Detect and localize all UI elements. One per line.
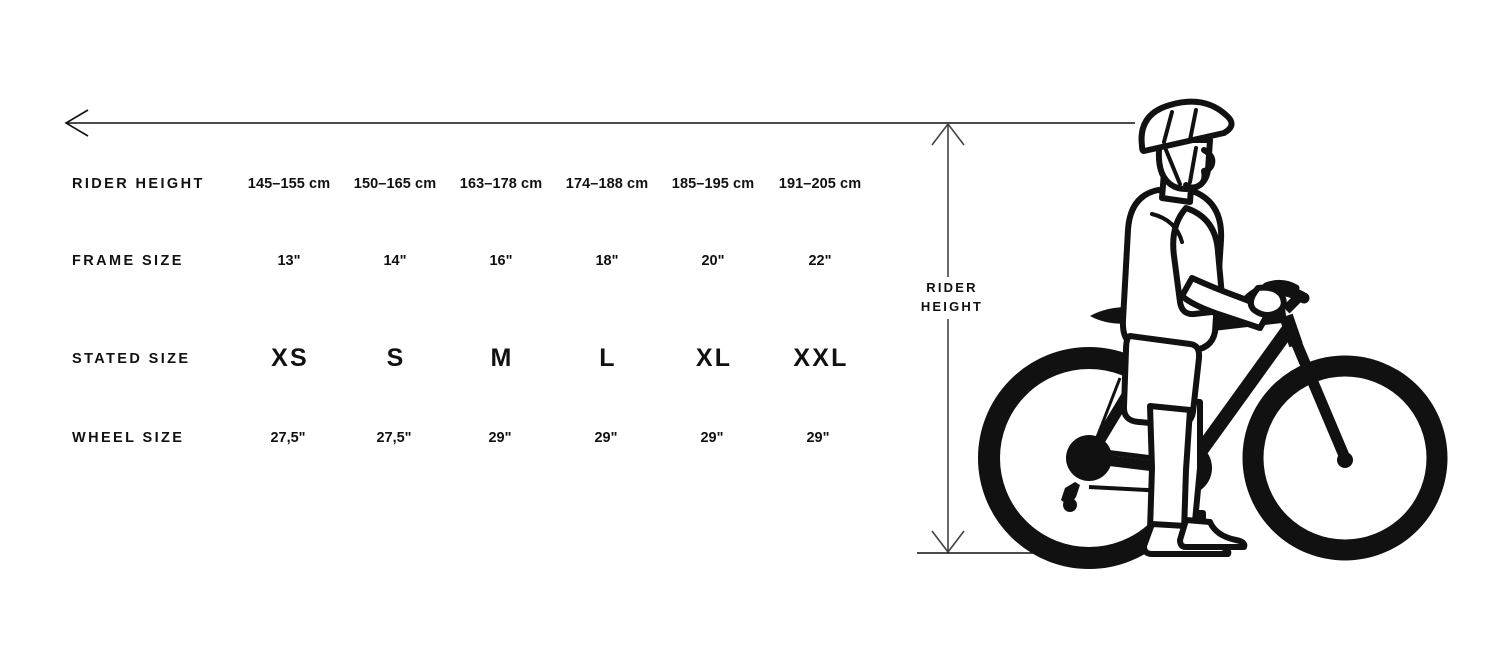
cell-rider-height-m: 163–178 cm bbox=[459, 176, 543, 192]
rider-forearm bbox=[1179, 275, 1273, 331]
rider-near-leg bbox=[1147, 403, 1193, 535]
cell-wheel-size-xxl: 29" bbox=[806, 430, 830, 446]
rear-spoke bbox=[1087, 377, 1122, 459]
rider bbox=[1119, 98, 1287, 557]
row-label-frame-size: FRAME SIZE bbox=[72, 253, 184, 269]
rider-height-dimension-label-line2: HEIGHT bbox=[920, 298, 984, 314]
cell-stated-size-xxl: XXL bbox=[793, 344, 849, 372]
cell-rider-height-s: 150–165 cm bbox=[353, 176, 437, 192]
size-table: RIDER HEIGHT FRAME SIZE STATED SIZE WHEE… bbox=[0, 0, 900, 500]
row-label-rider-height: RIDER HEIGHT bbox=[72, 176, 205, 192]
cell-frame-size-xxl: 22" bbox=[808, 253, 832, 269]
row-label-stated-size: STATED SIZE bbox=[72, 351, 191, 367]
cell-wheel-size-xl: 29" bbox=[700, 430, 724, 446]
helmet-strap bbox=[1164, 146, 1198, 186]
rider-hand bbox=[1247, 284, 1287, 318]
cell-stated-size-m: M bbox=[490, 344, 514, 372]
rider-shoe-far bbox=[1177, 517, 1248, 550]
helmet-vent-line bbox=[1162, 108, 1198, 144]
row-label-wheel-size: WHEEL SIZE bbox=[72, 430, 185, 446]
down-tube bbox=[1181, 325, 1294, 475]
cell-wheel-size-xs: 27,5" bbox=[270, 430, 306, 446]
front-wheel bbox=[1242, 355, 1448, 561]
cell-stated-size-xl: XL bbox=[695, 344, 733, 372]
cell-rider-height-xl: 185–195 cm bbox=[671, 176, 755, 192]
cell-wheel-size-l: 29" bbox=[594, 430, 618, 446]
rider-height-dimension-label: RIDER HEIGHT bbox=[906, 277, 998, 319]
rider-face-profile bbox=[1183, 147, 1216, 191]
cell-rider-height-l: 174–188 cm bbox=[565, 176, 649, 192]
cell-frame-size-s: 14" bbox=[383, 253, 407, 269]
cell-stated-size-s: S bbox=[386, 344, 406, 372]
head-tube bbox=[1279, 313, 1303, 348]
cell-rider-height-xxl: 191–205 cm bbox=[778, 176, 862, 192]
rider-shoulder-crease bbox=[1150, 212, 1184, 244]
cell-rider-height-xs: 145–155 cm bbox=[247, 176, 331, 192]
cell-frame-size-xs: 13" bbox=[277, 253, 301, 269]
rider-height-dimension-label-line1: RIDER bbox=[926, 280, 978, 295]
cell-frame-size-l: 18" bbox=[595, 253, 619, 269]
cell-wheel-size-s: 27,5" bbox=[376, 430, 412, 446]
cell-wheel-size-m: 29" bbox=[488, 430, 512, 446]
cell-frame-size-m: 16" bbox=[489, 253, 513, 269]
derailleur-pulley bbox=[1063, 498, 1077, 512]
front-spoke bbox=[1307, 378, 1348, 460]
rider-helmet bbox=[1138, 98, 1235, 154]
cell-stated-size-l: L bbox=[599, 344, 617, 372]
cell-stated-size-xs: XS bbox=[271, 344, 309, 372]
cell-frame-size-xl: 20" bbox=[701, 253, 725, 269]
